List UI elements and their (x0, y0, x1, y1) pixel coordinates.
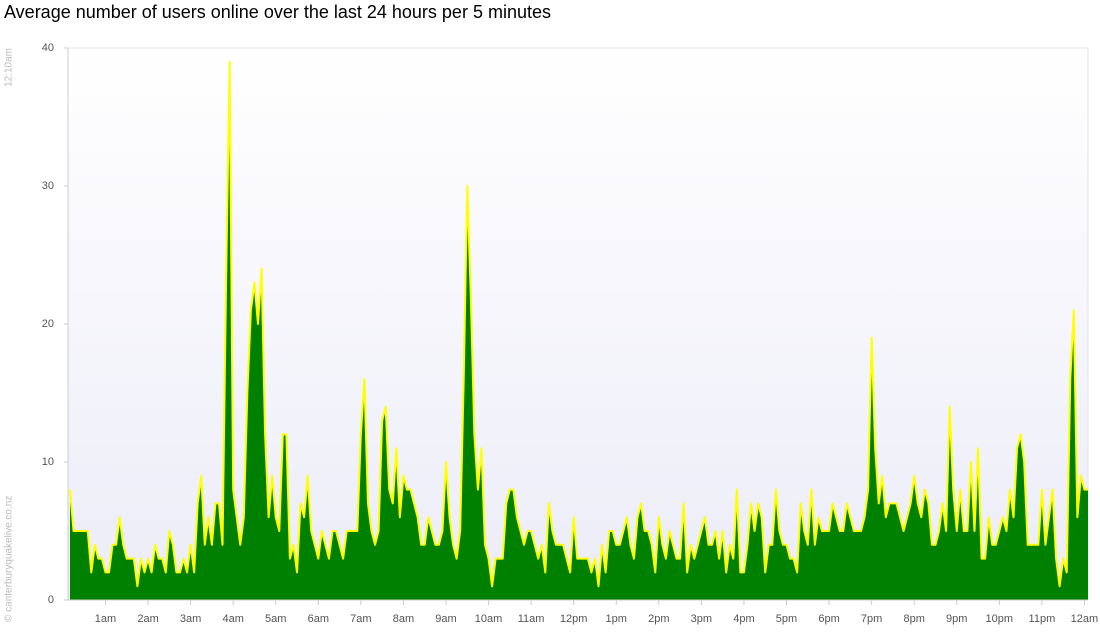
y-tick-label: 0 (48, 594, 54, 606)
x-tick-label: 10pm (986, 613, 1014, 625)
credit: © canterburyquakelive.co.nz (4, 496, 15, 622)
x-tick-label: 5pm (776, 613, 797, 625)
x-tick-label: 2am (137, 613, 158, 625)
x-tick-label: 6am (308, 613, 329, 625)
x-tick-label: 12am (1071, 613, 1099, 625)
x-tick-label: 9am (435, 613, 456, 625)
x-tick-label: 7am (350, 613, 371, 625)
x-tick-label: 9pm (946, 613, 967, 625)
start-label: 12:10am (4, 48, 15, 87)
x-tick-label: 4pm (733, 613, 754, 625)
x-tick-label: 3am (180, 613, 201, 625)
area (70, 61, 1088, 601)
x-tick-label: 6pm (818, 613, 839, 625)
x-tick-label: 10am (475, 613, 503, 625)
chart-title: Average number of users online over the … (4, 2, 551, 22)
x-tick-label: 12pm (560, 613, 588, 625)
y-tick-label: 30 (42, 180, 54, 192)
x-tick-label: 7pm (861, 613, 882, 625)
x-tick-label: 8pm (903, 613, 924, 625)
x-tick-label: 3pm (691, 613, 712, 625)
line (69, 60, 1088, 588)
x-tick-label: 8am (393, 613, 414, 625)
x-tick-label: 5am (265, 613, 286, 625)
y-tick-label: 10 (42, 456, 54, 468)
x-tick-label: 1pm (606, 613, 627, 625)
x-tick-label: 11am (518, 613, 545, 625)
x-tick-label: 11pm (1029, 613, 1056, 625)
y-tick-label: 20 (42, 318, 54, 330)
y-tick-label: 40 (42, 42, 54, 54)
x-tick-label: 2pm (648, 613, 669, 625)
x-tick-label: 4am (222, 613, 243, 625)
x-tick-label: 1am (95, 613, 116, 625)
